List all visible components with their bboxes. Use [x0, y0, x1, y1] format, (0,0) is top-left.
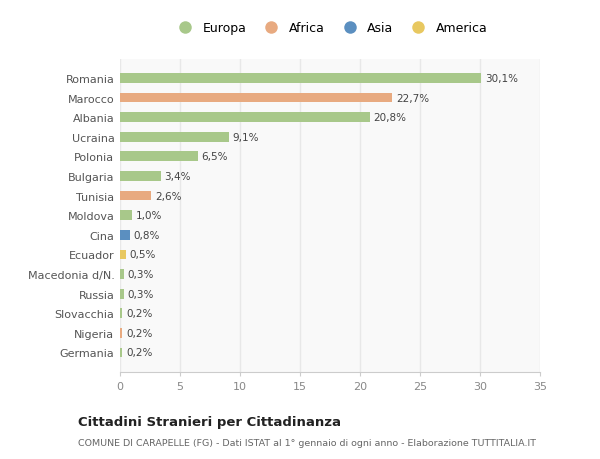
Text: 2,6%: 2,6%	[155, 191, 181, 201]
Bar	[120, 94, 392, 103]
Bar	[120, 348, 122, 358]
Text: 20,8%: 20,8%	[373, 113, 406, 123]
Bar	[120, 328, 122, 338]
Bar	[120, 191, 151, 201]
Text: 0,3%: 0,3%	[127, 289, 154, 299]
Bar	[120, 133, 229, 142]
Text: 0,2%: 0,2%	[126, 328, 152, 338]
Text: 1,0%: 1,0%	[136, 211, 162, 221]
Text: 6,5%: 6,5%	[202, 152, 228, 162]
Text: 30,1%: 30,1%	[485, 74, 518, 84]
Bar	[120, 211, 132, 221]
Bar	[120, 152, 198, 162]
Bar	[120, 113, 370, 123]
Text: Cittadini Stranieri per Cittadinanza: Cittadini Stranieri per Cittadinanza	[78, 415, 341, 428]
Text: 9,1%: 9,1%	[233, 133, 259, 142]
Text: 0,2%: 0,2%	[126, 308, 152, 319]
Bar	[120, 250, 126, 260]
Text: 0,5%: 0,5%	[130, 250, 156, 260]
Text: 0,8%: 0,8%	[133, 230, 160, 241]
Bar	[120, 74, 481, 84]
Legend: Europa, Africa, Asia, America: Europa, Africa, Asia, America	[172, 22, 488, 35]
Bar	[120, 269, 124, 280]
Text: 22,7%: 22,7%	[396, 93, 429, 103]
Bar	[120, 230, 130, 240]
Text: 3,4%: 3,4%	[164, 172, 191, 182]
Text: 0,3%: 0,3%	[127, 269, 154, 280]
Bar	[120, 289, 124, 299]
Bar	[120, 172, 161, 181]
Text: 0,2%: 0,2%	[126, 348, 152, 358]
Text: COMUNE DI CARAPELLE (FG) - Dati ISTAT al 1° gennaio di ogni anno - Elaborazione : COMUNE DI CARAPELLE (FG) - Dati ISTAT al…	[78, 438, 536, 448]
Bar	[120, 309, 122, 319]
